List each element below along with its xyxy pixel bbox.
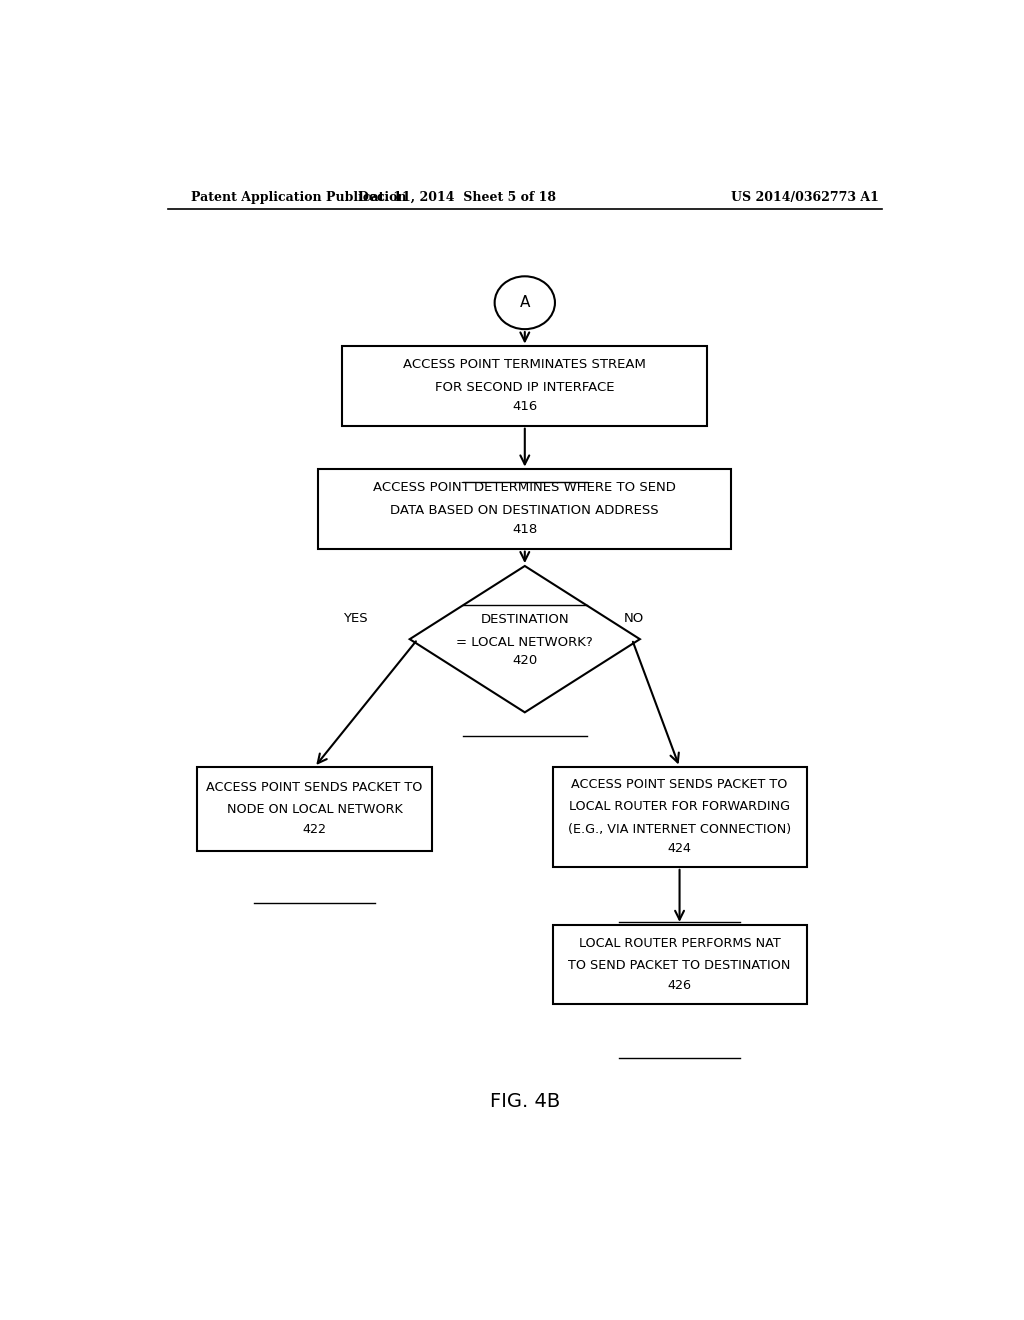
Text: LOCAL ROUTER FOR FORWARDING: LOCAL ROUTER FOR FORWARDING	[569, 800, 791, 813]
Text: DATA BASED ON DESTINATION ADDRESS: DATA BASED ON DESTINATION ADDRESS	[390, 503, 659, 516]
Text: Patent Application Publication: Patent Application Publication	[191, 190, 407, 203]
Bar	[318, 470, 731, 549]
Text: 416: 416	[512, 400, 538, 413]
Text: US 2014/0362773 A1: US 2014/0362773 A1	[731, 190, 879, 203]
Text: FOR SECOND IP INTERFACE: FOR SECOND IP INTERFACE	[435, 380, 614, 393]
Text: NO: NO	[625, 612, 644, 626]
Text: Dec. 11, 2014  Sheet 5 of 18: Dec. 11, 2014 Sheet 5 of 18	[358, 190, 556, 203]
Polygon shape	[410, 566, 640, 713]
Text: LOCAL ROUTER PERFORMS NAT: LOCAL ROUTER PERFORMS NAT	[579, 937, 780, 949]
Text: 420: 420	[512, 655, 538, 668]
Text: FIG. 4B: FIG. 4B	[489, 1092, 560, 1111]
Text: ACCESS POINT SENDS PACKET TO: ACCESS POINT SENDS PACKET TO	[571, 777, 787, 791]
Text: = LOCAL NETWORK?: = LOCAL NETWORK?	[457, 636, 593, 648]
Text: 426: 426	[668, 978, 691, 991]
Bar	[553, 925, 807, 1005]
Text: 418: 418	[512, 523, 538, 536]
Bar	[553, 767, 807, 867]
Bar	[198, 767, 431, 850]
Ellipse shape	[495, 276, 555, 329]
Text: A: A	[519, 296, 530, 310]
Text: ACCESS POINT DETERMINES WHERE TO SEND: ACCESS POINT DETERMINES WHERE TO SEND	[374, 482, 676, 494]
Text: TO SEND PACKET TO DESTINATION: TO SEND PACKET TO DESTINATION	[568, 958, 791, 972]
Text: 422: 422	[302, 824, 327, 836]
Text: ACCESS POINT TERMINATES STREAM: ACCESS POINT TERMINATES STREAM	[403, 358, 646, 371]
Text: NODE ON LOCAL NETWORK: NODE ON LOCAL NETWORK	[226, 804, 402, 816]
Text: ACCESS POINT SENDS PACKET TO: ACCESS POINT SENDS PACKET TO	[206, 781, 423, 795]
Bar	[342, 346, 708, 426]
Text: DESTINATION: DESTINATION	[480, 614, 569, 627]
Text: (E.G., VIA INTERNET CONNECTION): (E.G., VIA INTERNET CONNECTION)	[568, 822, 792, 836]
Text: YES: YES	[343, 612, 368, 626]
Text: 424: 424	[668, 842, 691, 855]
